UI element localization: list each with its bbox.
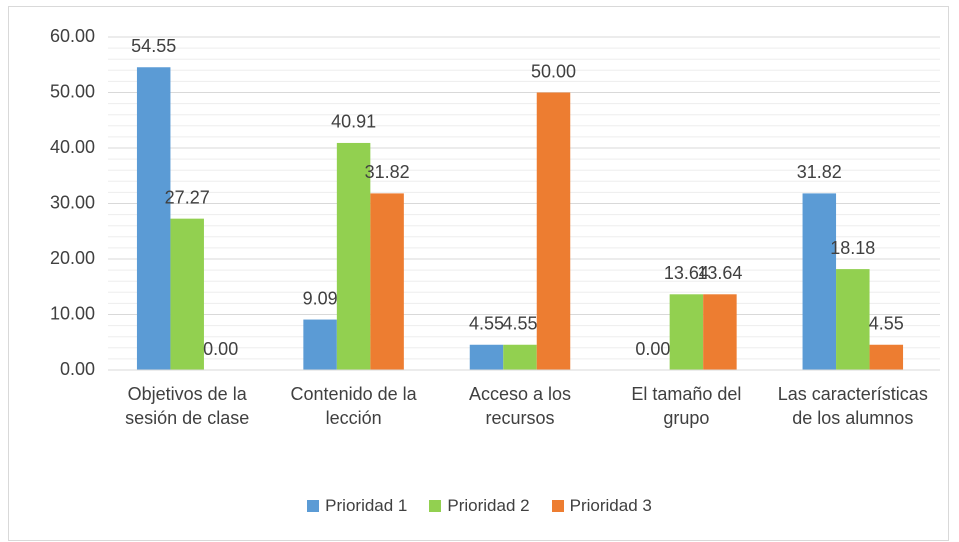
bar [469, 344, 504, 370]
legend-swatch [307, 500, 320, 512]
legend-label: Prioridad 3 [569, 496, 652, 515]
bar [370, 193, 404, 370]
bar [703, 294, 737, 370]
value-label: 13.64 [664, 263, 709, 283]
legend-label: Prioridad 2 [447, 496, 530, 515]
value-label: 31.82 [365, 162, 410, 182]
bar [303, 319, 337, 370]
value-label: 4.55 [502, 313, 537, 333]
bar [336, 142, 371, 370]
chart-border [8, 6, 949, 541]
x-tick-label: Acceso a los recursos [468, 384, 572, 428]
legend-item: Prioridad 3 [551, 496, 652, 516]
y-tick-label: 40.00 [50, 137, 95, 157]
value-label: 13.64 [697, 263, 742, 283]
y-tick-label: 20.00 [50, 248, 95, 268]
bar [836, 269, 870, 370]
legend: Prioridad 1 Prioridad 2 Prioridad 3 [0, 496, 959, 516]
value-label: 4.55 [469, 313, 504, 333]
value-label: 0.00 [203, 339, 238, 359]
x-tick-label: Contenido de la lección [290, 384, 417, 428]
bar [536, 92, 571, 370]
y-tick-label: 0.00 [60, 359, 95, 379]
value-label: 27.27 [165, 187, 210, 207]
y-tick-label: 50.00 [50, 81, 95, 101]
bar [669, 294, 704, 370]
value-label: 54.55 [131, 36, 176, 56]
x-tick-label: El tamaño del grupo [631, 384, 742, 428]
value-label: 18.18 [830, 238, 875, 258]
y-tick-label: 60.00 [50, 26, 95, 46]
legend-item: Prioridad 2 [429, 496, 530, 516]
legend-swatch [551, 500, 564, 512]
x-tick-label: Las características de los alumnos [777, 384, 928, 428]
bar [503, 344, 537, 370]
legend-swatch [429, 500, 442, 512]
legend-label: Prioridad 1 [325, 496, 408, 515]
value-label: 40.91 [331, 112, 376, 132]
value-label: 50.00 [531, 61, 576, 81]
bar [170, 218, 204, 370]
bar [136, 67, 171, 370]
bar [802, 193, 837, 370]
legend-item: Prioridad 1 [307, 496, 407, 516]
y-tick-label: 10.00 [50, 303, 95, 323]
value-label: 31.82 [797, 162, 842, 182]
value-label: 0.00 [635, 339, 670, 359]
value-label: 4.55 [869, 313, 904, 333]
x-tick-label: Objetivos de la sesión de clase [125, 384, 250, 428]
value-label: 9.09 [303, 288, 338, 308]
y-tick-label: 30.00 [50, 192, 95, 212]
bar [869, 344, 904, 370]
